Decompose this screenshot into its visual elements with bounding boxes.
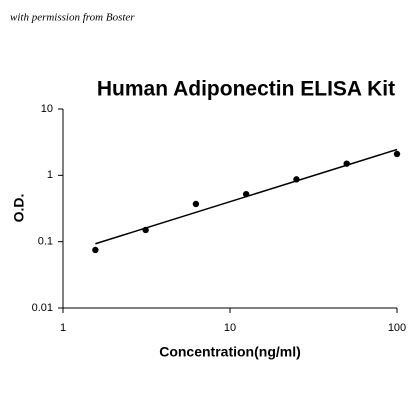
watermark: with permission from Boster <box>10 12 135 24</box>
x-tick-label: 1 <box>60 322 66 334</box>
y-tick-label: 10 <box>41 103 53 115</box>
x-tick-label: 100 <box>388 322 406 334</box>
data-point <box>293 176 300 183</box>
y-tick-label: 1 <box>47 169 53 181</box>
x-tick-label: 10 <box>224 322 236 334</box>
data-point <box>142 226 149 234</box>
data-point <box>92 246 99 254</box>
data-point <box>343 160 350 167</box>
data-point <box>192 200 200 208</box>
y-axis-title: O.D. <box>11 194 27 223</box>
chart-title: Human Adiponectin ELISA Kit <box>97 78 395 101</box>
y-tick-label: 0.01 <box>32 302 53 314</box>
data-point <box>242 190 250 198</box>
y-tick-label: 0.1 <box>38 236 53 248</box>
data-point <box>393 150 401 158</box>
x-axis-title: Concentration(ng/ml) <box>159 344 301 360</box>
